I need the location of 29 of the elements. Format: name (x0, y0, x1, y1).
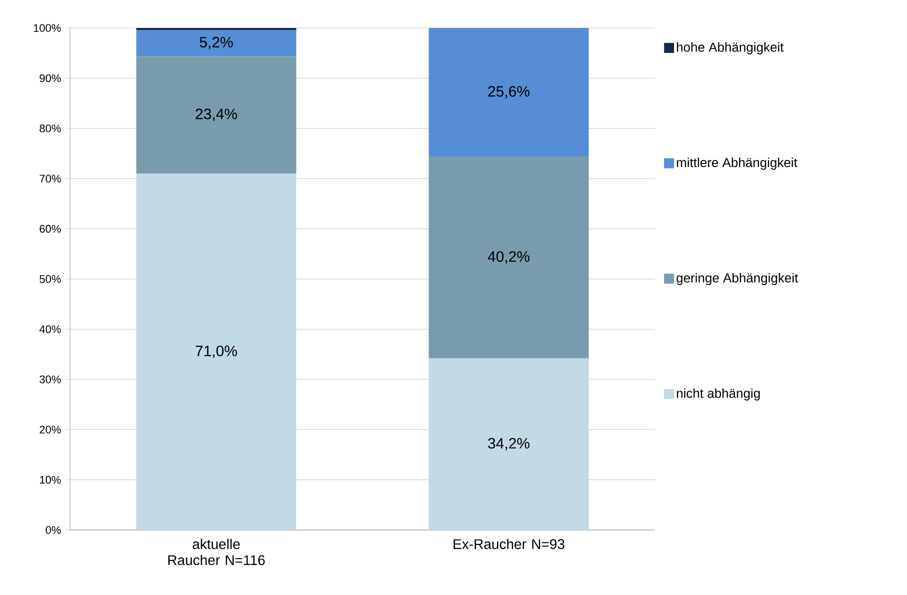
y-tick-label: 80% (40, 124, 61, 132)
legend-label: nicht abhängig (676, 388, 760, 400)
y-tick-label: 30% (40, 376, 61, 384)
data-label: 25,6% (488, 86, 530, 98)
bar (428, 28, 589, 157)
y-tick-label: 10% (40, 476, 61, 484)
bar (428, 156, 589, 358)
bar (136, 174, 296, 530)
bar (136, 30, 296, 56)
data-label: 23,4% (196, 108, 237, 122)
data-label: 40,2% (488, 251, 530, 264)
y-tick-label: 70% (40, 174, 61, 182)
y-tick-label: 90% (40, 74, 61, 82)
y-tick-label: 20% (40, 426, 61, 434)
y-tick-label: 50% (40, 275, 61, 283)
bar (428, 358, 589, 530)
legend-label: geringe Abhängigkeit (676, 272, 798, 286)
x-tick-label: Ex-Raucher N=93 (454, 538, 564, 550)
data-label: 34,2% (488, 438, 530, 450)
legend-label: hohe Abhängigkeit (676, 42, 784, 54)
x-tick-label: aktuelle Raucher N=116 (168, 538, 265, 566)
y-tick-label: 0% (46, 526, 61, 534)
bar (136, 56, 296, 174)
y-tick-label: 60% (40, 224, 61, 233)
y-tick-label: 100% (34, 24, 61, 32)
data-label: 5,2% (200, 36, 233, 50)
legend-label: mittlere Abhängigkeit (676, 158, 798, 170)
y-tick-label: 40% (39, 325, 61, 334)
data-label: 71,0% (196, 346, 237, 358)
